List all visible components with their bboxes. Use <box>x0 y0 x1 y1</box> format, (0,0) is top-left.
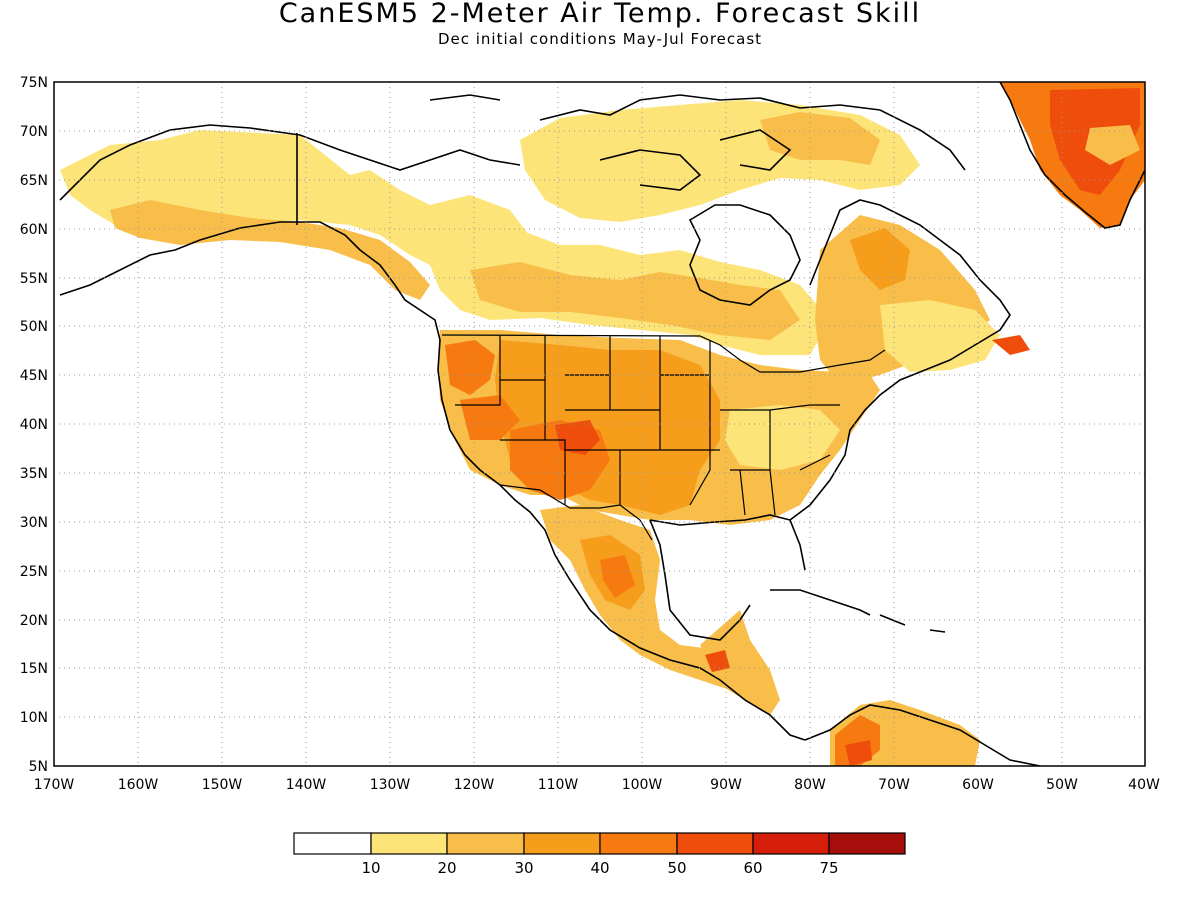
skill-region-quebec-red <box>850 228 910 290</box>
lat-tick-label: 30N <box>20 515 48 531</box>
lon-tick-label: 40W <box>1128 777 1160 793</box>
skill-region-central-canada-orange <box>470 262 800 340</box>
lon-tick-label: 50W <box>1046 777 1078 793</box>
border-us-mexico <box>499 484 653 541</box>
colorbar-label: 75 <box>819 859 838 877</box>
colorbar-label: 10 <box>361 859 380 877</box>
lon-tick-label: 170W <box>34 777 75 793</box>
colorbar-swatch <box>828 832 906 855</box>
coastlines <box>59 82 1145 766</box>
lat-tick-label: 45N <box>20 368 48 384</box>
lat-tick-label: 55N <box>20 271 48 287</box>
colorbar-label: 60 <box>743 859 762 877</box>
colorbar-swatch <box>599 832 678 855</box>
skill-region-alaska <box>60 130 540 300</box>
skill-region-west-red-1 <box>445 340 495 395</box>
map-frame <box>53 81 1146 767</box>
skill-region-alaska-coast <box>110 200 430 300</box>
colorbar-swatch <box>752 832 830 855</box>
lon-tick-label: 100W <box>622 777 663 793</box>
colorbar-label: 20 <box>437 859 456 877</box>
skill-region-central-america-red <box>705 650 730 672</box>
lat-axis: 5N 10N 15N 20N 25N 30N 35N 40N 45N 50N 5… <box>20 75 48 775</box>
colorbar-swatch <box>446 832 525 855</box>
lon-tick-label: 70W <box>878 777 910 793</box>
lat-tick-label: 40N <box>20 417 48 433</box>
skill-region-labrador <box>880 300 1000 372</box>
lon-tick-label: 130W <box>370 777 411 793</box>
state-lines <box>455 336 840 516</box>
lat-tick-label: 65N <box>20 173 48 189</box>
map-subtitle: Dec initial conditions May-Jul Forecast <box>437 30 763 48</box>
lon-tick-label: 160W <box>118 777 159 793</box>
lon-tick-label: 90W <box>710 777 742 793</box>
map-title: CanESM5 2-Meter Air Temp. Forecast Skill <box>278 0 922 29</box>
skill-field <box>60 82 1145 766</box>
coastline-gulf <box>649 199 1011 641</box>
colorbar-swatch <box>676 832 754 855</box>
skill-region-east-us <box>725 405 840 470</box>
graticule <box>54 82 1145 766</box>
colorbar-label: 30 <box>514 859 533 877</box>
coastline-hudson-bay <box>688 204 801 306</box>
coastline-arctic-islands <box>429 94 966 191</box>
lon-axis: 170W 160W 150W 140W 130W 120W 110W 100W … <box>34 777 1160 793</box>
coastline-caribbean <box>770 589 946 633</box>
skill-region-west-red-2 <box>460 395 520 440</box>
skill-region-central-america <box>700 610 780 715</box>
lat-tick-label: 10N <box>20 710 48 726</box>
lon-tick-label: 60W <box>962 777 994 793</box>
coastline-greenland <box>999 82 1145 229</box>
border-us-canada <box>441 334 886 373</box>
colorbar-swatch <box>370 832 448 855</box>
coastline-east <box>804 704 1041 766</box>
lat-tick-label: 5N <box>29 759 48 775</box>
lat-tick-label: 15N <box>20 661 48 677</box>
colorbar-swatch <box>523 832 601 855</box>
lat-tick-label: 50N <box>20 319 48 335</box>
lon-tick-label: 120W <box>454 777 495 793</box>
colorbar: 10 20 30 40 50 60 75 <box>293 832 906 877</box>
lat-tick-label: 25N <box>20 564 48 580</box>
lat-tick-label: 35N <box>20 466 48 482</box>
skill-region-greenland-core <box>1085 125 1140 165</box>
lon-tick-label: 140W <box>286 777 327 793</box>
colorbar-swatch <box>293 832 372 855</box>
lon-tick-label: 80W <box>794 777 826 793</box>
lon-tick-label: 110W <box>538 777 579 793</box>
lat-tick-label: 75N <box>20 75 48 91</box>
skill-region-newfoundland <box>992 335 1030 355</box>
colorbar-label: 50 <box>667 859 686 877</box>
lat-tick-label: 60N <box>20 222 48 238</box>
us-states <box>441 334 886 541</box>
skill-region-colombia-core <box>845 740 872 766</box>
skill-region-arctic-orange <box>760 112 880 165</box>
skill-region-four-corners <box>555 420 600 455</box>
coastline-alaska <box>59 221 806 741</box>
lon-tick-label: 150W <box>202 777 243 793</box>
colorbar-label: 40 <box>590 859 609 877</box>
lat-tick-label: 20N <box>20 613 48 629</box>
skill-region-mexico-hot <box>600 555 635 598</box>
coastline-alaska-north <box>59 124 521 201</box>
lat-tick-label: 70N <box>20 124 48 140</box>
